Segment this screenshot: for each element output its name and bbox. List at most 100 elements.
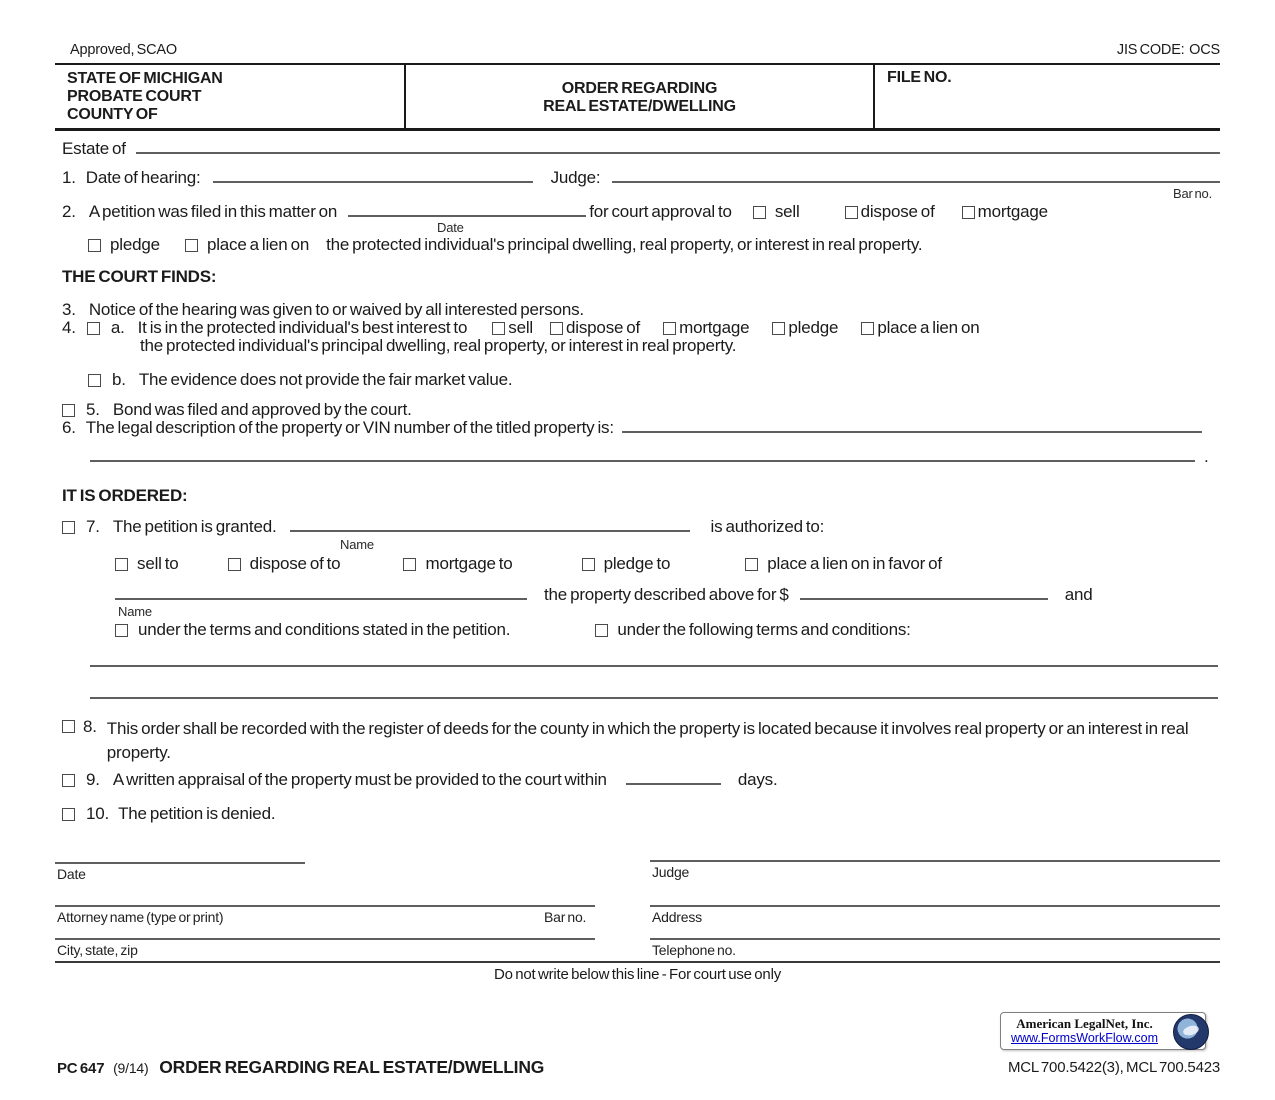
sig-date-label: Date xyxy=(57,866,86,882)
file-no-cell[interactable]: FILE NO. xyxy=(875,65,1220,128)
checkbox-4a-sell[interactable] xyxy=(492,321,506,335)
checkbox-4a-mortgage[interactable] xyxy=(663,321,677,335)
checkbox-item4a[interactable] xyxy=(86,321,100,335)
date-of-hearing-line[interactable] xyxy=(212,181,533,183)
bar-no-caption: Bar no. xyxy=(1172,186,1212,201)
checkbox-pledge-to[interactable] xyxy=(581,557,595,571)
item9-row: 9. A written appraisal of the property m… xyxy=(62,770,778,790)
item4a-label: a. xyxy=(110,318,125,337)
item4a-row: 4. a. It is in the protected individual'… xyxy=(62,318,980,338)
checkbox-item9[interactable] xyxy=(62,773,75,787)
sig-bar-no-label: Bar no. xyxy=(544,909,587,925)
form-title: ORDER REGARDING REAL ESTATE/DWELLING xyxy=(406,65,875,128)
checkbox-place-lien-favor[interactable] xyxy=(745,557,759,571)
checkbox-terms-petition[interactable] xyxy=(115,623,128,637)
item8-text: This order shall be recorded with the re… xyxy=(106,719,1189,762)
footer-left: PC 647 (9/14) ORDER REGARDING REAL ESTAT… xyxy=(57,1057,544,1078)
option-sell-label: sell xyxy=(774,202,800,221)
terms-following-label: under the following terms and conditions… xyxy=(617,620,911,639)
terms-blank-line-2[interactable] xyxy=(90,697,1218,699)
checkbox-4a-dispose[interactable] xyxy=(550,321,564,335)
item5-number: 5. xyxy=(86,400,100,419)
file-no-label: FILE NO. xyxy=(887,69,952,86)
item6-row: 6. The legal description of the property… xyxy=(62,418,1202,438)
item4b-text: The evidence does not provide the fair m… xyxy=(138,370,513,389)
checkbox-dispose-of[interactable] xyxy=(844,205,858,219)
option-4a-place-lien-label: place a lien on xyxy=(877,318,980,337)
option-place-lien-label: place a lien on xyxy=(206,235,310,254)
amount-line[interactable] xyxy=(799,598,1048,600)
item9-number: 9. xyxy=(86,770,100,789)
item7-terms-row: under the terms and conditions stated in… xyxy=(115,620,911,640)
checkbox-mortgage-to[interactable] xyxy=(403,557,417,571)
legal-description-line1[interactable] xyxy=(621,431,1202,433)
judge-signature-line[interactable] xyxy=(650,860,1220,862)
favor-name-line[interactable] xyxy=(115,598,527,600)
option-4a-dispose-label: dispose of xyxy=(566,318,641,337)
checkbox-4a-place-lien[interactable] xyxy=(861,321,875,335)
checkbox-item4b[interactable] xyxy=(88,373,101,387)
item1-row: 1. Date of hearing: Judge: xyxy=(62,168,1220,188)
item4-number: 4. xyxy=(62,318,76,337)
item4a-text: It is in the protected individual's best… xyxy=(137,318,468,337)
item8-number: 8. xyxy=(83,717,97,736)
approved-scao-label: Approved, SCAO xyxy=(70,42,177,58)
jis-code-label: JIS CODE: OCS xyxy=(1116,42,1220,58)
item9-tail-text: days. xyxy=(737,770,778,789)
name-caption-1: Name xyxy=(340,537,374,552)
formsworkflow-link[interactable]: www.FormsWorkFlow.com xyxy=(1011,1031,1159,1045)
item5-row: 5. Bond was filed and approved by the co… xyxy=(62,400,412,420)
option-4a-mortgage-label: mortgage xyxy=(679,318,750,337)
checkbox-item10[interactable] xyxy=(62,807,75,821)
item5-text: Bond was filed and approved by the court… xyxy=(112,400,412,419)
checkbox-sell-to[interactable] xyxy=(115,557,128,571)
item7-lead-text: The petition is granted. xyxy=(112,517,277,536)
checkbox-terms-following[interactable] xyxy=(595,623,609,637)
court-caption: STATE OF MICHIGAN PROBATE COURT COUNTY O… xyxy=(55,65,406,128)
checkbox-item5[interactable] xyxy=(62,403,75,417)
checkbox-4a-pledge[interactable] xyxy=(772,321,786,335)
checkbox-mortgage[interactable] xyxy=(961,205,975,219)
checkbox-dispose-of-to[interactable] xyxy=(227,557,241,571)
legalnet-name: American LegalNet, Inc. xyxy=(1016,1016,1153,1031)
telephone-line[interactable] xyxy=(650,938,1220,940)
legalnet-text: American LegalNet, Inc. www.FormsWorkFlo… xyxy=(1011,1016,1158,1046)
checkbox-item7[interactable] xyxy=(62,520,75,534)
attorney-name-line[interactable] xyxy=(55,905,595,907)
name-caption-2: Name xyxy=(118,604,152,619)
item2-row: 2. A petition was filed in this matter o… xyxy=(62,202,1048,222)
address-line[interactable] xyxy=(650,905,1220,907)
terms-petition-label: under the terms and conditions stated in… xyxy=(138,620,511,639)
sig-attorney-label: Attorney name (type or print) xyxy=(57,909,224,925)
terms-blank-line-1[interactable] xyxy=(90,665,1218,667)
court-finds-heading: THE COURT FINDS: xyxy=(62,267,217,286)
checkbox-sell[interactable] xyxy=(752,205,766,219)
mcl-citation: MCL 700.5422(3), MCL 700.5423 xyxy=(1007,1059,1220,1076)
petition-date-line[interactable] xyxy=(348,215,587,217)
item10-number: 10. xyxy=(86,804,110,823)
granted-name-line[interactable] xyxy=(289,530,690,532)
date-signature-line[interactable] xyxy=(55,862,305,864)
form-title-line1: ORDER REGARDING xyxy=(561,80,718,97)
estate-of-line[interactable] xyxy=(135,152,1220,154)
option-dispose-label: dispose of xyxy=(860,202,935,221)
date-of-hearing-label: Date of hearing: xyxy=(85,168,201,187)
american-legalnet-logo: American LegalNet, Inc. www.FormsWorkFlo… xyxy=(1000,1012,1209,1050)
city-state-zip-line[interactable] xyxy=(55,938,595,940)
item3-row: 3. Notice of the hearing was given to or… xyxy=(62,300,584,320)
option-dispose-of-to-label: dispose of to xyxy=(249,554,341,573)
item6-number: 6. xyxy=(62,418,76,437)
item6-text: The legal description of the property or… xyxy=(85,418,614,437)
estate-of-label: Estate of xyxy=(62,139,126,158)
sig-judge-label: Judge xyxy=(652,864,690,880)
checkbox-place-lien[interactable] xyxy=(184,238,198,252)
globe-icon xyxy=(1173,1014,1209,1050)
legal-description-line2[interactable] xyxy=(90,460,1195,462)
checkbox-pledge[interactable] xyxy=(88,238,101,252)
item2-number: 2. xyxy=(62,202,76,221)
item2-approval-text: for court approval to xyxy=(589,202,732,221)
judge-line[interactable] xyxy=(612,181,1220,183)
checkbox-item8[interactable] xyxy=(62,720,75,733)
days-line[interactable] xyxy=(625,783,721,785)
